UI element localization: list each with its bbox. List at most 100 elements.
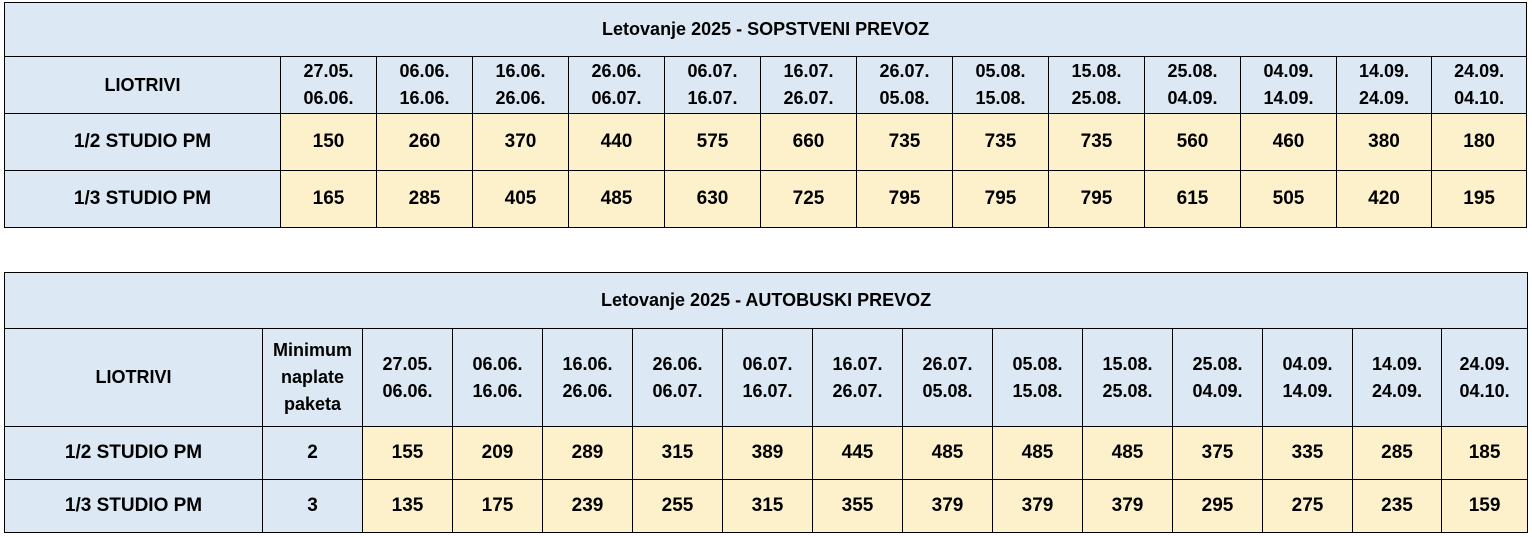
minimum-packages-cell: 3	[262, 479, 363, 533]
period-date: 26.06.	[562, 380, 613, 401]
period-date: 26.06.	[591, 61, 642, 81]
period-header: 25.08. 04.09.	[1144, 56, 1241, 114]
price-cell: 485	[992, 426, 1083, 480]
price-cell: 615	[1144, 170, 1241, 228]
price-cell: 505	[1240, 170, 1337, 228]
period-date: 16.06.	[399, 88, 450, 108]
price-cell: 235	[1352, 479, 1442, 533]
row-label: 1/2 STUDIO PM	[4, 426, 263, 480]
price-cell: 440	[568, 113, 665, 171]
period-date: 15.08.	[1071, 61, 1122, 81]
period-header: 26.06. 06.07.	[632, 328, 723, 427]
period-date: 16.07.	[687, 88, 738, 108]
price-cell: 375	[1172, 426, 1263, 480]
period-date: 15.08.	[975, 88, 1026, 108]
period-header: 25.08. 04.09.	[1172, 328, 1263, 427]
price-cell: 735	[856, 113, 953, 171]
price-cell: 660	[760, 113, 857, 171]
period-date: 04.10.	[1459, 380, 1510, 401]
period-header: 16.07. 26.07.	[812, 328, 903, 427]
period-date: 26.06.	[495, 88, 546, 108]
period-date: 06.06.	[303, 88, 354, 108]
period-date: 06.06.	[382, 380, 433, 401]
period-date: 15.08.	[1012, 380, 1063, 401]
period-header: 26.07. 05.08.	[902, 328, 993, 427]
period-date: 26.07.	[879, 61, 930, 81]
period-date: 24.09.	[1371, 380, 1423, 401]
period-date: 06.07.	[687, 61, 738, 81]
price-cell: 379	[902, 479, 993, 533]
price-cell: 289	[542, 426, 633, 480]
period-date: 05.08.	[1012, 353, 1063, 374]
period-date: 25.08.	[1167, 61, 1218, 81]
period-date: 26.07.	[832, 380, 883, 401]
price-cell: 380	[1336, 113, 1432, 171]
period-date: 24.09.	[1358, 88, 1410, 108]
period-header: 27.05. 06.06.	[362, 328, 453, 427]
period-date: 16.06.	[472, 380, 523, 401]
price-cell: 180	[1430, 113, 1528, 171]
price-cell: 795	[952, 170, 1049, 228]
period-date: 25.08.	[1102, 380, 1153, 401]
period-header: 06.07. 16.07.	[664, 56, 761, 114]
price-cell: 389	[722, 426, 813, 480]
period-date: 26.07.	[922, 353, 973, 374]
period-header: 05.08. 15.08.	[952, 56, 1049, 114]
period-header: 14.09. 24.09.	[1352, 328, 1442, 427]
price-cell: 560	[1144, 113, 1241, 171]
price-cell: 260	[376, 113, 473, 171]
period-date: 16.06.	[495, 61, 546, 81]
row-label: 1/3 STUDIO PM	[4, 170, 281, 228]
price-cell: 379	[1082, 479, 1173, 533]
period-date: 15.08.	[1102, 353, 1153, 374]
price-cell: 155	[362, 426, 453, 480]
period-header: 04.09. 14.09.	[1262, 328, 1353, 427]
price-cell: 175	[452, 479, 543, 533]
period-header: 16.07. 26.07.	[760, 56, 857, 114]
period-header: 06.06. 16.06.	[452, 328, 543, 427]
period-date: 06.07.	[591, 88, 642, 108]
period-date: 26.07.	[783, 88, 834, 108]
price-cell: 285	[1352, 426, 1442, 480]
period-date: 25.08.	[1071, 88, 1122, 108]
price-cell: 445	[812, 426, 903, 480]
table-title: Letovanje 2025 - SOPSTVENI PREVOZ	[3, 2, 1528, 57]
price-cell: 795	[1048, 170, 1145, 228]
price-cell: 355	[812, 479, 903, 533]
period-header: 04.09. 14.09.	[1240, 56, 1337, 114]
period-date: 14.09.	[1282, 380, 1333, 401]
period-header: 26.06. 06.07.	[568, 56, 665, 114]
price-cell: 315	[722, 479, 813, 533]
price-cell: 135	[362, 479, 453, 533]
price-table-bus-transport: Letovanje 2025 - AUTOBUSKI PREVOZ LIOTRI…	[3, 272, 1529, 533]
period-date: 16.07.	[832, 353, 883, 374]
period-header: 16.06. 26.06.	[472, 56, 569, 114]
price-cell: 255	[632, 479, 723, 533]
table-title: Letovanje 2025 - AUTOBUSKI PREVOZ	[3, 272, 1529, 329]
period-date: 24.09.	[1459, 353, 1510, 374]
period-date: 27.05.	[303, 61, 354, 81]
period-date: 16.07.	[742, 380, 793, 401]
period-header: 27.05. 06.06.	[280, 56, 377, 114]
period-date: 06.06.	[472, 353, 523, 374]
period-header: 16.06. 26.06.	[542, 328, 633, 427]
period-date: 16.07.	[783, 61, 834, 81]
price-cell: 460	[1240, 113, 1337, 171]
period-header: 14.09. 24.09.	[1336, 56, 1432, 114]
period-date: 14.09.	[1263, 88, 1314, 108]
price-cell: 485	[1082, 426, 1173, 480]
period-date: 14.09.	[1358, 61, 1410, 81]
period-header: 24.09. 04.10.	[1440, 328, 1529, 427]
price-cell: 575	[664, 113, 761, 171]
column-header-accommodation: LIOTRIVI	[4, 328, 263, 427]
price-cell: 239	[542, 479, 633, 533]
period-date: 25.08.	[1192, 353, 1243, 374]
price-cell: 159	[1440, 479, 1529, 533]
period-header: 05.08. 15.08.	[992, 328, 1083, 427]
price-cell: 405	[472, 170, 569, 228]
price-cell: 485	[568, 170, 665, 228]
minimum-packages-cell: 2	[262, 426, 363, 480]
period-date: 06.07.	[652, 380, 703, 401]
price-cell: 485	[902, 426, 993, 480]
period-date: 06.07.	[742, 353, 793, 374]
